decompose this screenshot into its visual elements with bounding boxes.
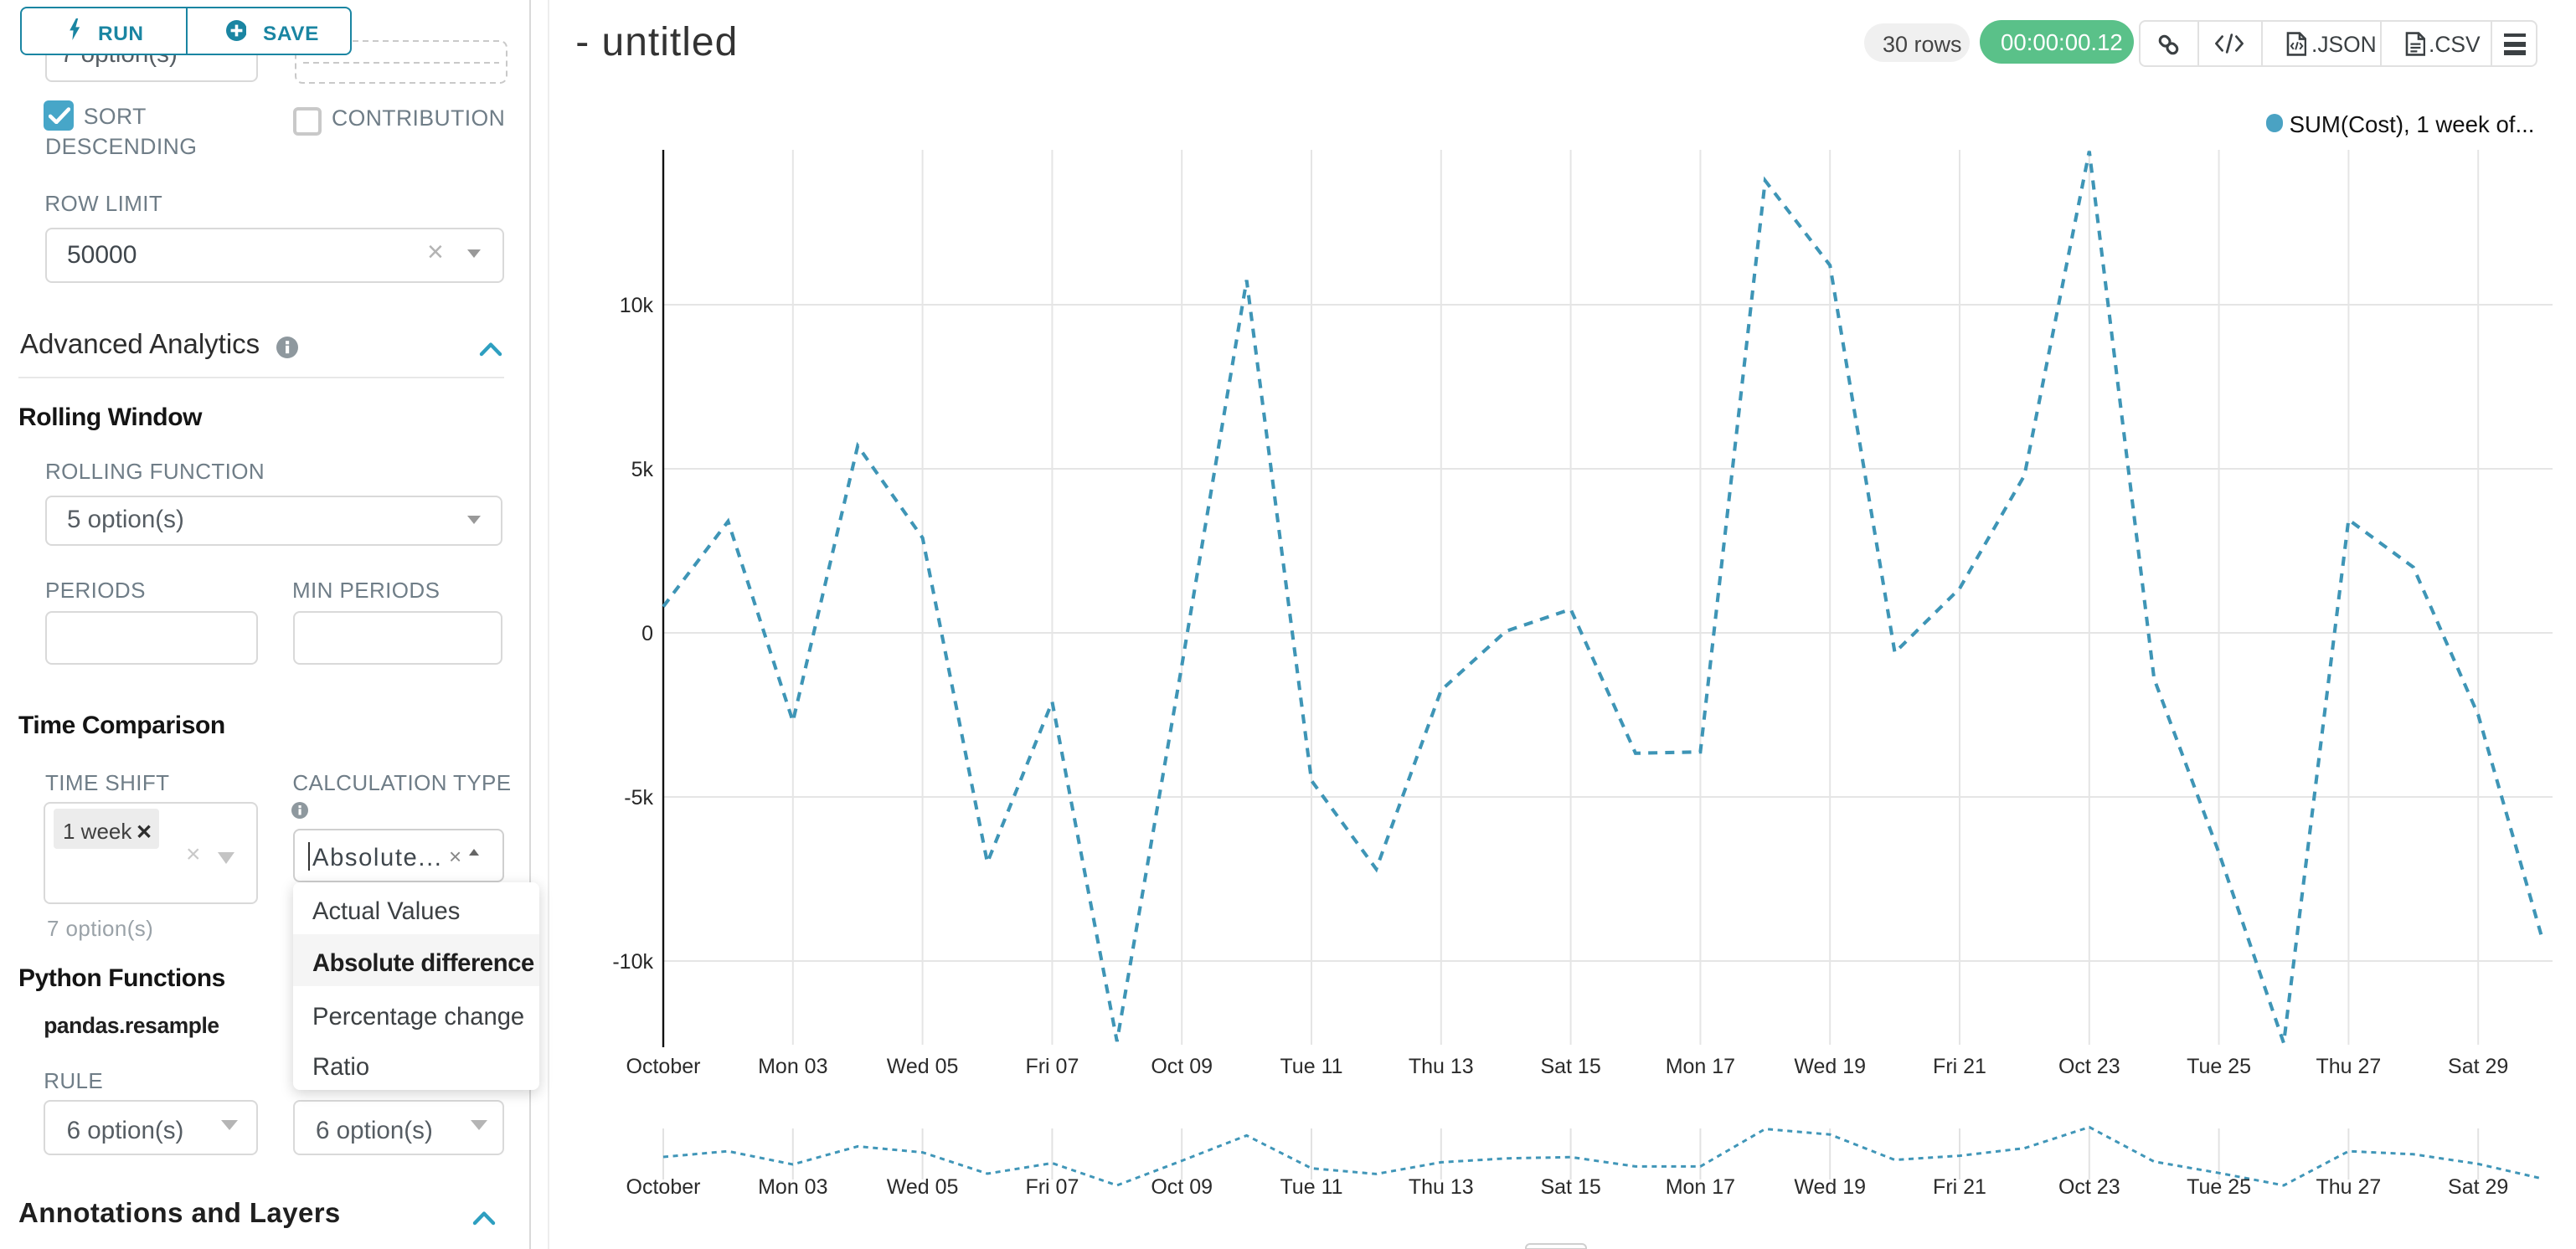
svg-text:-10k: -10k: [612, 950, 653, 974]
svg-text:Fri 07: Fri 07: [1025, 1055, 1079, 1078]
svg-text:October: October: [626, 1175, 701, 1199]
svg-text:October: October: [626, 1055, 701, 1078]
svg-text:Fri 21: Fri 21: [1933, 1055, 1986, 1078]
svg-text:Tue 25: Tue 25: [2187, 1175, 2251, 1199]
svg-text:Tue 25: Tue 25: [2187, 1055, 2251, 1078]
svg-text:Sat 15: Sat 15: [1540, 1055, 1600, 1078]
svg-text:Thu 13: Thu 13: [1409, 1175, 1474, 1199]
svg-text:Oct 09: Oct 09: [1151, 1175, 1213, 1199]
svg-text:Fri 21: Fri 21: [1933, 1175, 1986, 1199]
svg-text:Thu 27: Thu 27: [2316, 1175, 2381, 1199]
svg-text:Wed 05: Wed 05: [887, 1055, 959, 1078]
svg-text:-5k: -5k: [624, 786, 653, 810]
svg-text:Wed 19: Wed 19: [1794, 1175, 1866, 1199]
svg-text:Sat 15: Sat 15: [1540, 1175, 1600, 1199]
svg-text:Tue 11: Tue 11: [1280, 1055, 1342, 1078]
svg-text:Fri 07: Fri 07: [1025, 1175, 1079, 1199]
svg-text:Mon 03: Mon 03: [758, 1055, 827, 1078]
svg-text:Oct 23: Oct 23: [2058, 1175, 2120, 1199]
svg-text:Mon 17: Mon 17: [1666, 1175, 1735, 1199]
svg-text:Mon 03: Mon 03: [758, 1175, 827, 1199]
svg-text:Mon 17: Mon 17: [1666, 1055, 1735, 1078]
svg-text:Tue 11: Tue 11: [1280, 1175, 1342, 1199]
svg-text:Thu 27: Thu 27: [2316, 1055, 2381, 1078]
svg-text:Sat 29: Sat 29: [2448, 1055, 2508, 1078]
svg-text:Sat 29: Sat 29: [2448, 1175, 2508, 1199]
svg-text:5k: 5k: [631, 458, 654, 481]
svg-text:Wed 19: Wed 19: [1794, 1055, 1866, 1078]
svg-text:Oct 09: Oct 09: [1151, 1055, 1213, 1078]
svg-text:Oct 23: Oct 23: [2058, 1055, 2120, 1078]
svg-text:10k: 10k: [620, 294, 654, 317]
svg-text:Thu 13: Thu 13: [1409, 1055, 1474, 1078]
svg-text:0: 0: [641, 622, 653, 645]
svg-text:Wed 05: Wed 05: [887, 1175, 959, 1199]
